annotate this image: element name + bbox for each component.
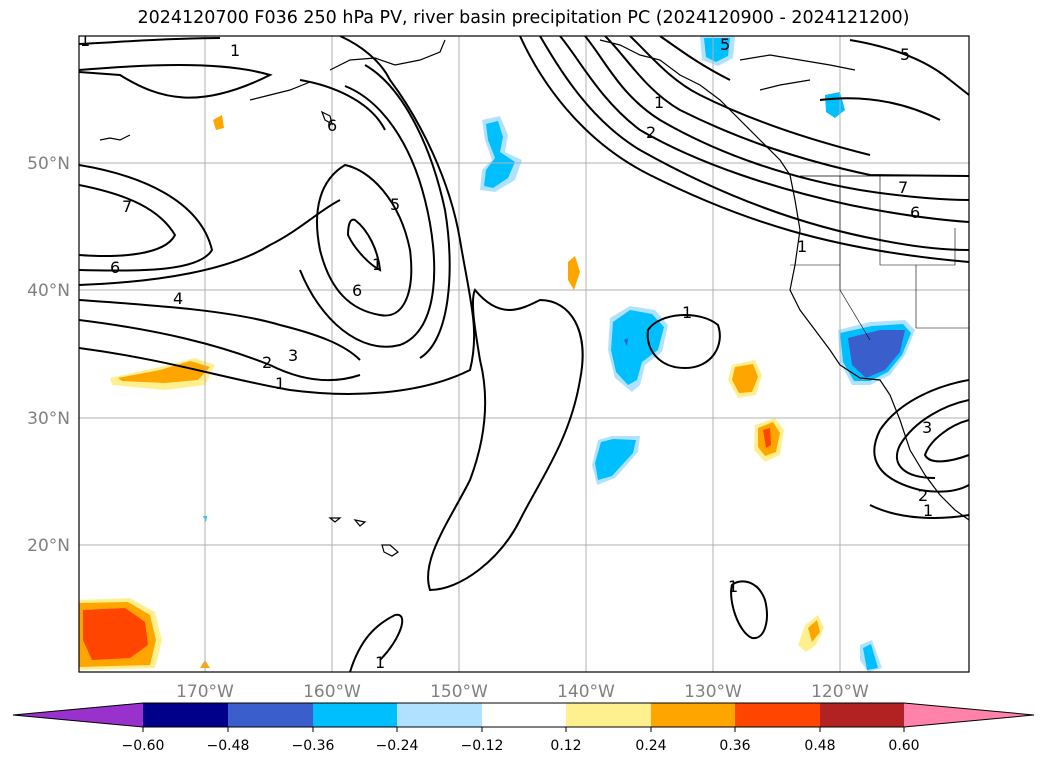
- gridlines: [79, 36, 969, 672]
- svg-text:3: 3: [922, 418, 932, 437]
- map-frame: [78, 35, 970, 673]
- svg-text:−0.24: −0.24: [376, 738, 419, 754]
- svg-text:160°W: 160°W: [303, 682, 361, 702]
- map-area: 1 7 6 4 2 3 1 1 6 5 1 6 5 1 2 5 7 6 1 1 …: [79, 31, 969, 672]
- svg-text:130°W: 130°W: [684, 682, 742, 702]
- svg-text:140°W: 140°W: [557, 682, 615, 702]
- svg-text:4: 4: [173, 289, 183, 308]
- svg-text:1: 1: [80, 31, 90, 50]
- colorbar: −0.60 −0.48 −0.36 −0.24 −0.12 0.12 0.24 …: [12, 702, 1035, 754]
- svg-text:5: 5: [720, 35, 730, 54]
- colorbar-segment: [651, 703, 735, 727]
- svg-text:6: 6: [352, 281, 362, 300]
- svg-text:2: 2: [646, 123, 656, 142]
- svg-text:0.36: 0.36: [719, 738, 750, 754]
- svg-text:1: 1: [230, 41, 240, 60]
- svg-text:−0.60: −0.60: [122, 738, 165, 754]
- svg-text:1: 1: [275, 374, 285, 393]
- svg-text:40°N: 40°N: [27, 281, 70, 301]
- svg-text:7: 7: [122, 197, 132, 216]
- svg-text:20°N: 20°N: [27, 536, 70, 556]
- svg-text:120°W: 120°W: [811, 682, 869, 702]
- svg-text:6: 6: [110, 258, 120, 277]
- svg-text:50°N: 50°N: [27, 154, 70, 174]
- svg-text:0.24: 0.24: [635, 738, 666, 754]
- map-title: 2024120700 F036 250 hPa PV, river basin …: [137, 8, 910, 28]
- svg-text:30°N: 30°N: [27, 409, 70, 429]
- svg-text:0.12: 0.12: [550, 738, 581, 754]
- svg-text:−0.12: −0.12: [461, 738, 504, 754]
- colorbar-segment: [397, 703, 482, 727]
- svg-text:150°W: 150°W: [430, 682, 488, 702]
- svg-text:1: 1: [654, 93, 664, 112]
- pv-contour-labels: 1 7 6 4 2 3 1 1 6 5 1 6 5 1 2 5 7 6 1 1 …: [80, 31, 933, 672]
- precip-anomaly-patches: [79, 36, 915, 672]
- colorbar-segment: [228, 703, 313, 727]
- colorbar-segment: [482, 703, 566, 727]
- svg-text:2: 2: [262, 353, 272, 372]
- svg-text:1: 1: [375, 653, 385, 672]
- svg-text:1: 1: [797, 237, 807, 256]
- colorbar-segment: [566, 703, 651, 727]
- latitude-tick-labels: 50°N 40°N 30°N 20°N: [27, 154, 70, 556]
- colorbar-extend-low: [13, 703, 143, 727]
- svg-text:5: 5: [390, 195, 400, 214]
- longitude-tick-labels: 170°W 160°W 150°W 140°W 130°W 120°W: [176, 682, 869, 702]
- svg-text:−0.48: −0.48: [207, 738, 250, 754]
- svg-text:1: 1: [728, 577, 738, 596]
- coastlines: [99, 39, 969, 557]
- colorbar-tick-labels: −0.60 −0.48 −0.36 −0.24 −0.12 0.12 0.24 …: [122, 738, 920, 754]
- precip-patch-positive: [568, 256, 580, 290]
- colorbar-extend-high: [904, 703, 1034, 727]
- svg-text:170°W: 170°W: [176, 682, 234, 702]
- svg-text:−0.36: −0.36: [292, 738, 335, 754]
- svg-text:1: 1: [923, 501, 933, 520]
- svg-text:0.48: 0.48: [804, 738, 835, 754]
- colorbar-segment: [313, 703, 397, 727]
- svg-text:2: 2: [918, 486, 928, 505]
- svg-text:6: 6: [910, 203, 920, 222]
- svg-text:5: 5: [900, 45, 910, 64]
- colorbar-segment: [735, 703, 820, 727]
- svg-text:3: 3: [288, 346, 298, 365]
- svg-text:6: 6: [327, 116, 337, 135]
- colorbar-segment: [143, 703, 228, 727]
- svg-text:1: 1: [372, 255, 382, 274]
- pv-contours: [79, 36, 969, 672]
- svg-text:7: 7: [898, 178, 908, 197]
- svg-text:0.60: 0.60: [888, 738, 919, 754]
- svg-text:1: 1: [682, 303, 692, 322]
- colorbar-segment: [820, 703, 904, 727]
